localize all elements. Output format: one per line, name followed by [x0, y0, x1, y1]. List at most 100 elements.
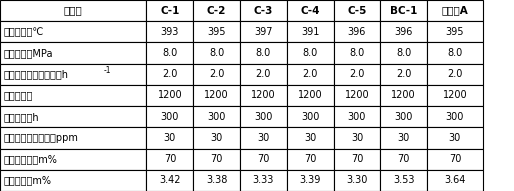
Text: C-3: C-3 [254, 6, 273, 16]
Text: 70: 70 [449, 154, 461, 164]
Text: C-1: C-1 [160, 6, 179, 16]
Bar [240, 127, 287, 149]
Text: 3.42: 3.42 [159, 175, 180, 185]
Bar [427, 85, 483, 106]
Bar [240, 0, 287, 21]
Text: 30: 30 [304, 133, 316, 143]
Bar [427, 42, 483, 64]
Text: 反应压力，MPa: 反应压力，MPa [3, 48, 52, 58]
Text: 3.53: 3.53 [393, 175, 414, 185]
Text: 2.0: 2.0 [350, 69, 364, 79]
Text: 2.0: 2.0 [256, 69, 271, 79]
Bar [380, 170, 427, 191]
Bar [0, 21, 146, 42]
Text: 396: 396 [395, 27, 413, 37]
Text: 裂化反应段体积空速，h: 裂化反应段体积空速，h [3, 69, 68, 79]
Text: 30: 30 [211, 133, 223, 143]
Text: 1200: 1200 [298, 91, 322, 100]
Text: 70: 70 [163, 154, 176, 164]
Text: C-2: C-2 [207, 6, 226, 16]
Text: 1200: 1200 [392, 91, 416, 100]
Text: 396: 396 [348, 27, 366, 37]
Text: 70: 70 [351, 154, 363, 164]
Bar [334, 149, 380, 170]
Bar [380, 0, 427, 21]
Bar [146, 106, 193, 127]
Bar [334, 85, 380, 106]
Text: 催化剂: 催化剂 [64, 6, 83, 16]
Bar [240, 64, 287, 85]
Text: 裂化段进料氮含量，ppm: 裂化段进料氮含量，ppm [3, 133, 78, 143]
Bar [380, 42, 427, 64]
Bar [240, 149, 287, 170]
Bar [427, 21, 483, 42]
Text: 2.0: 2.0 [209, 69, 224, 79]
Bar [380, 149, 427, 170]
Bar [287, 21, 334, 42]
Bar [240, 106, 287, 127]
Bar [334, 64, 380, 85]
Text: 1200: 1200 [345, 91, 369, 100]
Bar [0, 106, 146, 127]
Text: 单程转化率，m%: 单程转化率，m% [3, 154, 57, 164]
Bar [287, 127, 334, 149]
Text: 催化剂A: 催化剂A [442, 6, 468, 16]
Text: 8.0: 8.0 [256, 48, 271, 58]
Bar [193, 64, 240, 85]
Text: 8.0: 8.0 [350, 48, 364, 58]
Bar [0, 42, 146, 64]
Text: 1200: 1200 [158, 91, 182, 100]
Text: 300: 300 [301, 112, 319, 122]
Bar [193, 85, 240, 106]
Text: 30: 30 [164, 133, 176, 143]
Bar [146, 0, 193, 21]
Text: 3.33: 3.33 [253, 175, 274, 185]
Bar [146, 149, 193, 170]
Text: C-4: C-4 [301, 6, 320, 16]
Bar [287, 64, 334, 85]
Bar [193, 149, 240, 170]
Bar [380, 21, 427, 42]
Bar [334, 21, 380, 42]
Bar [193, 0, 240, 21]
Bar [287, 0, 334, 21]
Bar [427, 0, 483, 21]
Text: 2.0: 2.0 [162, 69, 177, 79]
Bar [0, 170, 146, 191]
Bar [193, 42, 240, 64]
Text: 8.0: 8.0 [162, 48, 177, 58]
Text: -1: -1 [104, 66, 112, 75]
Bar [146, 127, 193, 149]
Text: 2.0: 2.0 [447, 69, 463, 79]
Bar [0, 149, 146, 170]
Text: 2.0: 2.0 [396, 69, 411, 79]
Bar [427, 106, 483, 127]
Text: 393: 393 [161, 27, 179, 37]
Text: 2.0: 2.0 [303, 69, 318, 79]
Text: 70: 70 [257, 154, 270, 164]
Text: 300: 300 [254, 112, 272, 122]
Text: 3.30: 3.30 [346, 175, 368, 185]
Text: 70: 70 [210, 154, 223, 164]
Text: C-5: C-5 [347, 6, 366, 16]
Bar [240, 85, 287, 106]
Text: 8.0: 8.0 [447, 48, 463, 58]
Bar [193, 170, 240, 191]
Bar [146, 42, 193, 64]
Bar [146, 64, 193, 85]
Bar [427, 64, 483, 85]
Bar [0, 127, 146, 149]
Text: 氢油体积比: 氢油体积比 [3, 91, 32, 100]
Text: 395: 395 [446, 27, 464, 37]
Bar [193, 127, 240, 149]
Text: 30: 30 [258, 133, 269, 143]
Text: 3.39: 3.39 [300, 175, 321, 185]
Text: 70: 70 [397, 154, 410, 164]
Bar [0, 85, 146, 106]
Bar [287, 42, 334, 64]
Bar [287, 106, 334, 127]
Bar [334, 106, 380, 127]
Text: 30: 30 [398, 133, 410, 143]
Bar [287, 149, 334, 170]
Text: 300: 300 [348, 112, 366, 122]
